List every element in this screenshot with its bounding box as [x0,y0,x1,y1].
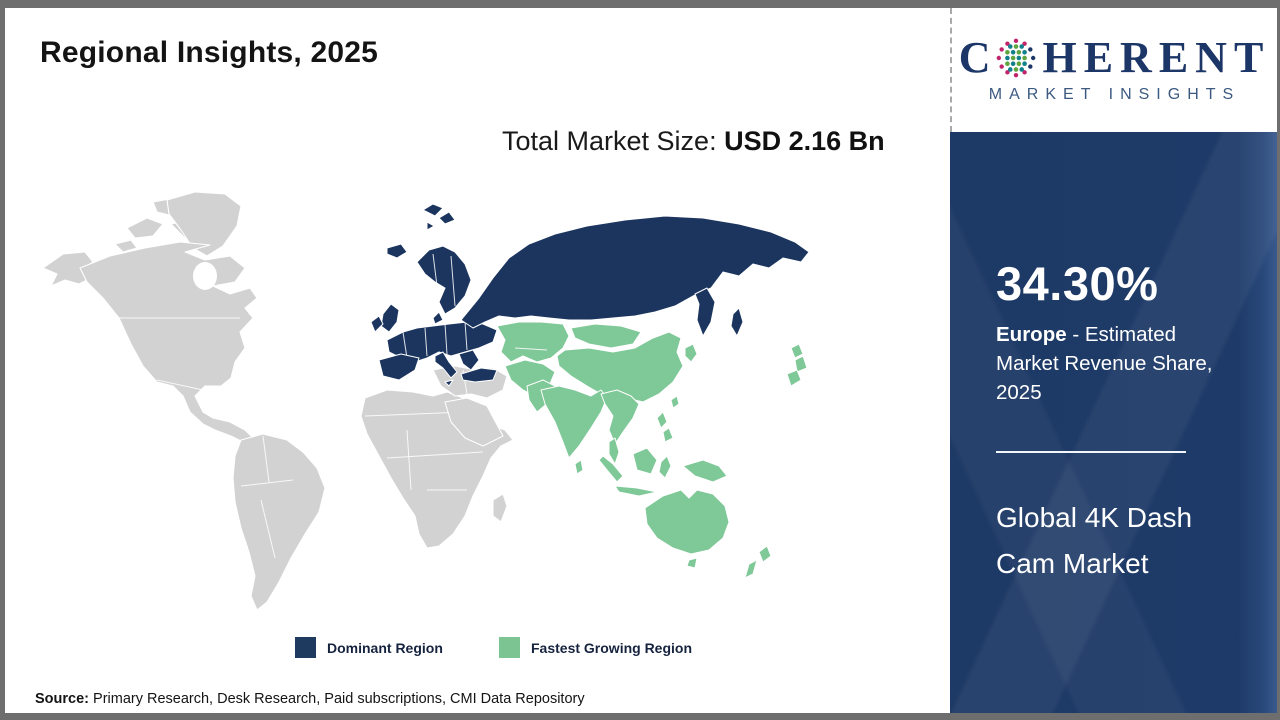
logo-text-end: HERENT [1042,33,1271,82]
logo-globe-icon [997,38,1036,78]
slide: Regional Insights, 2025 C HERENT MARKET … [5,8,1277,713]
europe-share-value: 34.30% [996,257,1159,310]
market-size-value: USD 2.16 Bn [724,126,885,156]
page-title: Regional Insights, 2025 [40,36,379,69]
map-region-rest-of-world [42,191,514,611]
logo-wordmark: C HERENT [959,36,1271,80]
market-size-label: Total Market Size: [502,126,725,156]
sidebar: 34.30% Europe - Estimated Market Revenue… [950,132,1277,713]
europe-share-region: Europe [996,323,1067,346]
europe-share-text: - Estimated Market Revenue Share, 2025 [996,323,1213,405]
europe-share-description: Europe - Estimated Market Revenue Share,… [996,320,1241,407]
source-line: Source: Primary Research, Desk Research,… [35,691,585,707]
map-region-dominant-europe [370,203,810,387]
legend-swatch-dominant [295,637,316,658]
logo-text-start: C [958,33,993,82]
legend-item-dominant-region: Dominant Region [295,637,443,658]
market-name: Global 4K Dash Cam Market [996,502,1193,579]
world-map [35,190,825,633]
world-map-svg [42,191,810,611]
total-market-size: Total Market Size: USD 2.16 Bn [502,122,932,161]
legend-swatch-fastest-growing [499,637,520,658]
legend-label-fastest-growing: Fastest Growing Region [531,639,693,656]
brand-logo: C HERENT MARKET INSIGHTS [950,8,1277,132]
map-region-fastest-growing-asia-pacific [496,321,808,579]
source-text: Primary Research, Desk Research, Paid su… [89,691,585,707]
logo-subtitle: MARKET INSIGHTS [988,86,1241,103]
sidebar-divider [996,451,1186,454]
legend-label-dominant: Dominant Region [327,639,443,656]
legend-item-fastest-growing-region: Fastest Growing Region [499,637,692,658]
source-label: Source: [35,691,89,707]
